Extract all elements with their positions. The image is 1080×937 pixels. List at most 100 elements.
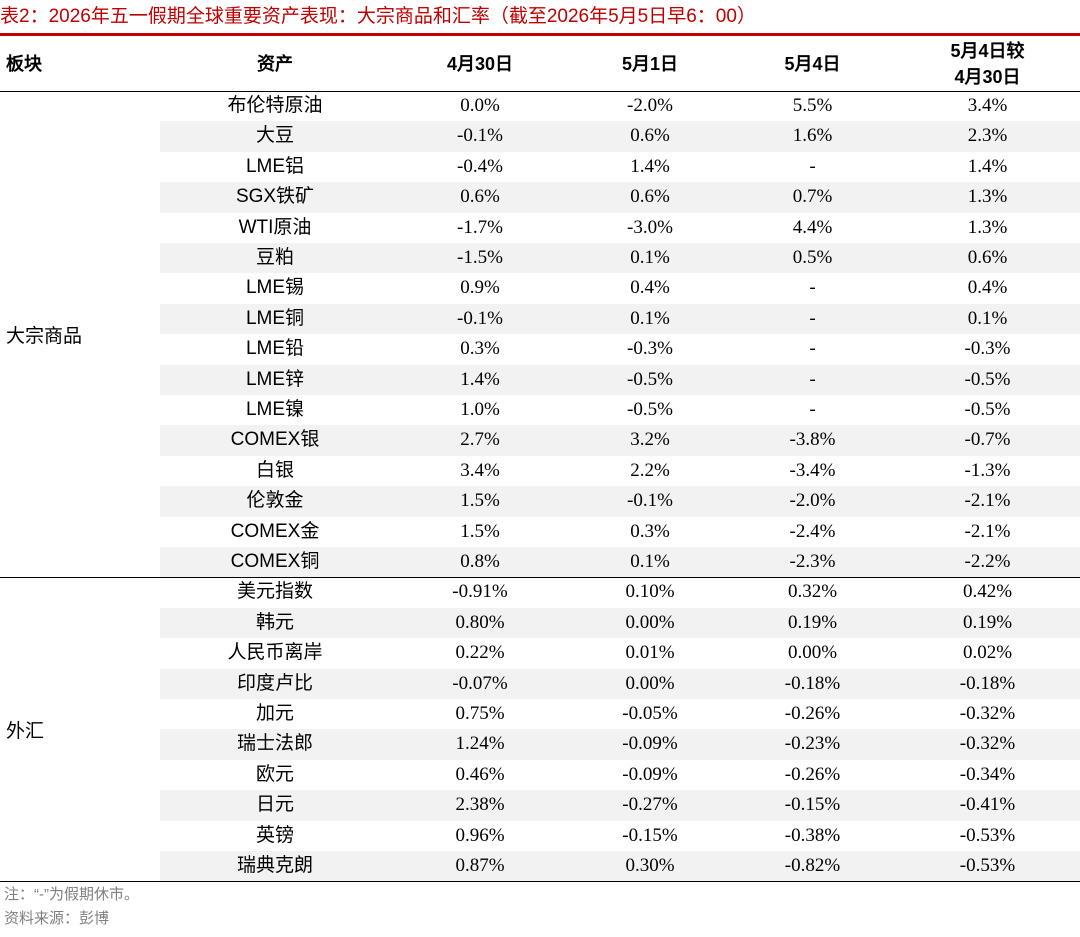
asset-cell: 日元 [255,794,294,816]
table-row: SGX铁矿 0.6% 0.6% 0.7% 1.3% [0,182,1080,213]
may1-cell: -0.5% [627,368,673,390]
may4-cell: - [809,155,816,177]
row-band [160,668,1080,699]
sector-label: 大宗商品 [6,326,83,348]
apr30-cell: 1.5% [460,490,500,512]
apr30-cell: 2.7% [460,429,500,451]
change-cell: -0.5% [964,399,1011,420]
apr30-cell: -1.5% [457,247,503,268]
change-cell: 0.4% [967,277,1008,299]
asset-cell: COMEX金 [230,520,320,542]
may4-cell: -2.3% [789,551,836,572]
may1-cell: 0.00% [625,672,675,694]
header-divider [0,91,1080,92]
table-row: LME锡 0.9% 0.4% - 0.4% [0,273,1080,303]
may1-cell: 0.6% [630,186,670,208]
may4-cell: -0.38% [784,824,841,846]
apr30-cell: -1.7% [457,216,503,238]
table-row: 日元 2.38% -0.27% -0.15% -0.41% [0,790,1080,821]
may4-cell: - [809,307,816,329]
row-band [160,121,1080,152]
table-row: 加元 0.75% -0.05% -0.26% -0.32% [0,699,1080,729]
apr30-cell: 0.96% [455,824,505,846]
may1-cell: -2.0% [627,95,673,116]
change-cell: -0.53% [959,855,1016,876]
apr30-cell: -0.1% [457,125,503,147]
asset-cell: 白银 [255,459,294,481]
change-cell: -2.1% [964,520,1011,542]
table-row: 欧元 0.46% -0.09% -0.26% -0.34% [0,760,1080,790]
change-cell: 0.6% [967,247,1008,268]
asset-cell: 英镑 [255,824,294,846]
group-divider [0,577,1080,579]
apr30-cell: 0.9% [460,277,500,299]
change-cell: -2.1% [964,490,1011,512]
may4-cell: 0.00% [787,642,838,664]
may4-cell: 5.5% [792,95,833,116]
table-row: 豆粕 -1.5% 0.1% 0.5% 0.6% [0,243,1080,274]
change-cell: -0.32% [959,703,1016,724]
asset-cell: 人民币离岸 [227,642,323,664]
apr30-cell: 3.4% [460,459,500,481]
may1-cell: 0.3% [630,520,670,542]
asset-cell: 瑞士法郎 [236,733,313,755]
row-band [160,790,1080,821]
may4-cell: -3.8% [789,429,836,451]
apr30-cell: 0.87% [455,855,505,876]
row-band [160,486,1080,517]
may4-cell: - [809,338,816,360]
may1-cell: 2.2% [630,459,670,481]
sector-label: 外汇 [6,721,45,743]
table-row: WTI原油 -1.7% -3.0% 4.4% 1.3% [0,213,1080,243]
may4-cell: -0.82% [784,855,841,876]
row-band [160,607,1080,639]
change-cell: -2.2% [964,551,1011,572]
asset-cell: LME铅 [245,338,305,360]
asset-cell: 美元指数 [236,581,313,603]
apr30-cell: 0.80% [455,611,505,633]
apr30-cell: 0.46% [455,763,505,785]
apr30-cell: 2.38% [455,794,505,816]
table-row: 美元指数 -0.91% 0.10% 0.32% 0.42% [0,577,1080,607]
change-cell: 1.3% [967,216,1008,238]
table-row: LME镍 1.0% -0.5% - -0.5% [0,395,1080,425]
header-asset: 资产 [257,53,293,74]
may1-cell: 0.1% [630,551,670,572]
may1-cell: -3.0% [627,216,673,238]
may1-cell: -0.27% [622,794,678,816]
table-row: COMEX银 2.7% 3.2% -3.8% -0.7% [0,425,1080,456]
may4-cell: 0.5% [792,247,833,268]
table-row: LME锌 1.4% -0.5% - -0.5% [0,364,1080,395]
may4-cell: - [809,277,816,299]
table-row: COMEX金 1.5% 0.3% -2.4% -2.1% [0,517,1080,547]
may1-cell: 0.6% [630,125,670,147]
table-row: 印度卢比 -0.07% 0.00% -0.18% -0.18% [0,668,1080,699]
may1-cell: 0.00% [625,611,675,633]
asset-cell: LME铜 [245,307,305,329]
table-row: 布伦特原油 0.0% -2.0% 5.5% 3.4% [0,91,1080,121]
change-cell: 0.19% [962,611,1013,633]
may1-cell: -0.3% [627,338,673,360]
table-row: 大豆 -0.1% 0.6% 1.6% 2.3% [0,121,1080,152]
change-cell: -0.32% [959,733,1016,755]
table-row: 英镑 0.96% -0.15% -0.38% -0.53% [0,821,1080,851]
row-band [160,729,1080,760]
table-title: 表2：2026年五一假期全球重要资产表现：大宗商品和汇率（截至2026年5月5日… [0,6,756,27]
table-row: 瑞典克朗 0.87% 0.30% -0.82% -0.53% [0,851,1080,882]
table-row: LME铜 -0.1% 0.1% -0.1% [0,303,1080,335]
asset-cell: LME铝 [245,155,305,177]
apr30-cell: 1.5% [460,520,500,542]
table-row: LME铅 0.3% -0.3% - -0.3% [0,334,1080,364]
apr30-cell: -0.91% [452,581,508,603]
row-band [160,425,1080,456]
may4-cell: -0.15% [784,794,841,816]
apr30-cell: -0.4% [457,155,503,177]
change-cell: -1.3% [964,459,1011,481]
may1-cell: 0.30% [625,855,675,876]
may4-cell: -0.26% [784,703,841,724]
table-row: 伦敦金 1.5% -0.1% -2.0% -2.1% [0,486,1080,517]
may4-cell: 0.7% [792,186,833,208]
change-cell: 1.4% [967,155,1008,177]
change-cell: 0.1% [967,307,1008,329]
table-row: 白银 3.4% 2.2% -3.4% -1.3% [0,456,1080,486]
